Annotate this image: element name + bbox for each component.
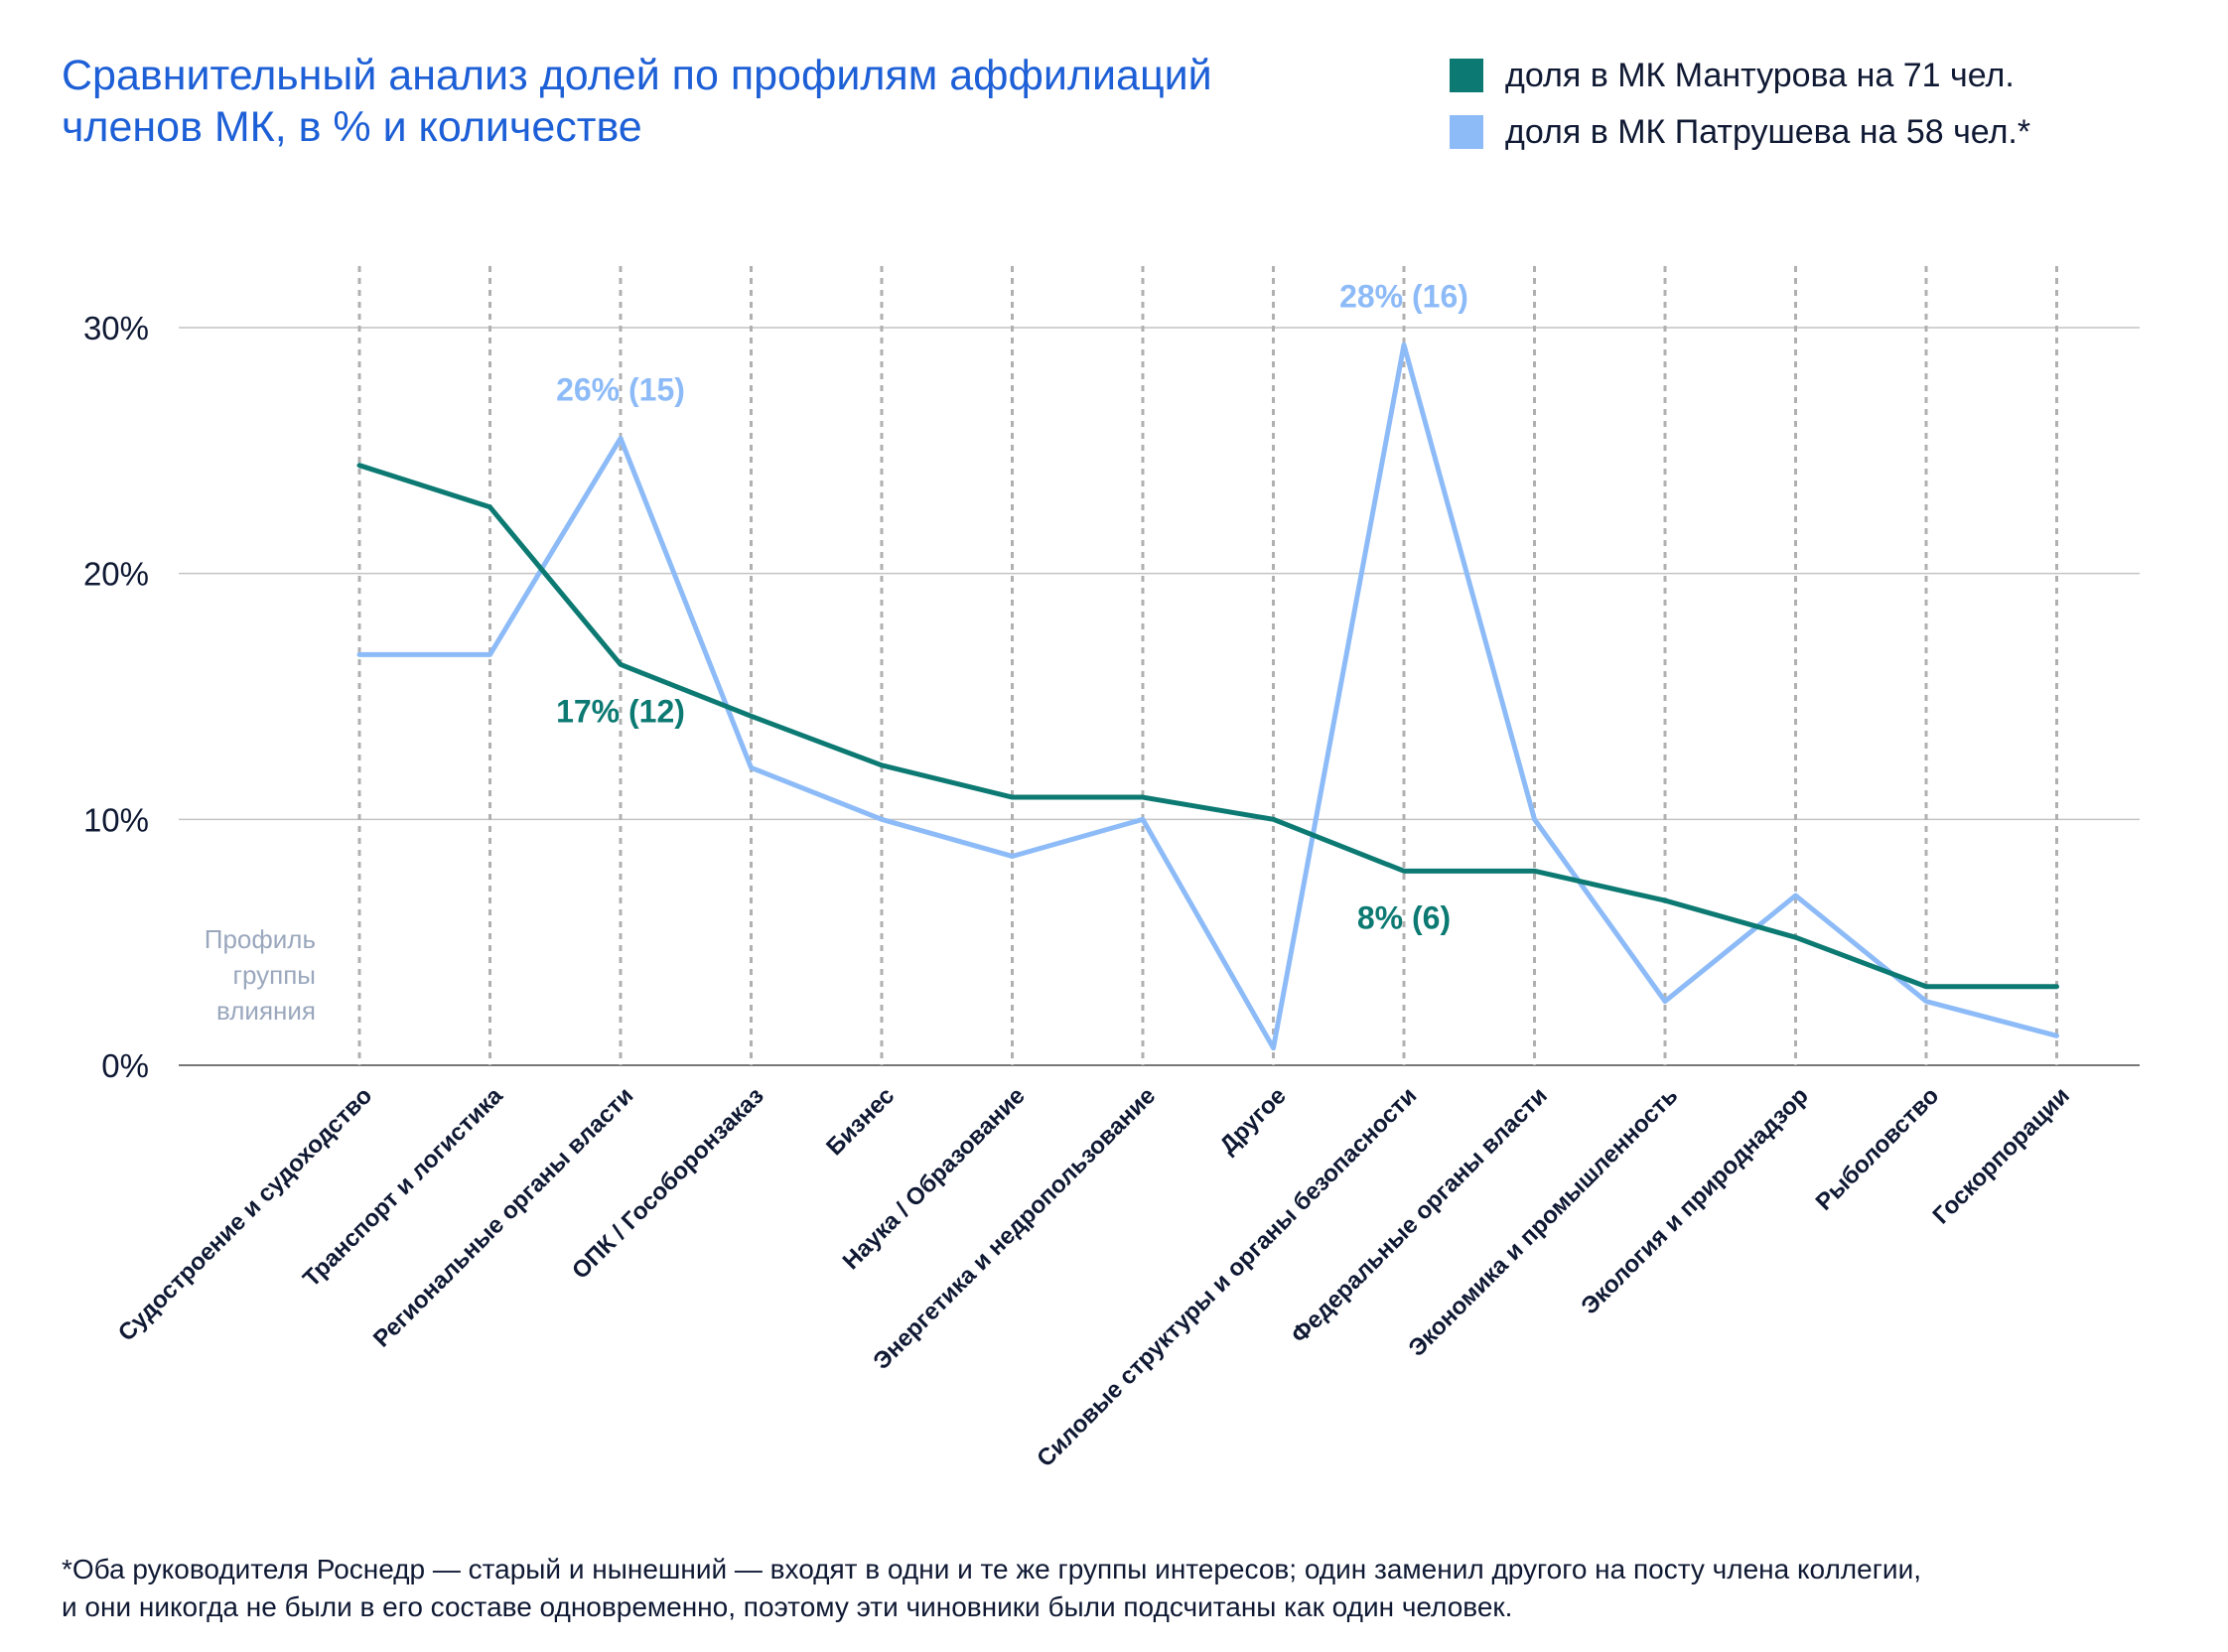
x-tick-label: Федеральные органы власти (1286, 1082, 1552, 1348)
series-line-1 (356, 342, 2059, 1051)
footnote: *Оба руководителя Роснедр — старый и нын… (62, 1551, 2206, 1626)
x-tick-label: Экология и природнадзор (1576, 1082, 1813, 1319)
x-tick-label: Другое (1214, 1082, 1291, 1159)
y-tick-label: 30% (83, 310, 149, 346)
legend-label-manturov: доля в МК Мантурова на 71 чел. (1505, 56, 2015, 94)
axis-note: Профиль группы влияния (205, 924, 316, 1026)
x-tick-label: Рыболовство (1811, 1082, 1945, 1216)
chart-title: Сравнительный анализ долей по профилям а… (62, 52, 1212, 151)
footnote-line-2: и они никогда не были в его составе одно… (62, 1591, 1513, 1622)
x-tick-label: Бизнес (821, 1082, 900, 1161)
y-tick-label: 10% (83, 801, 149, 838)
x-tick-label: Судостроение и судоходство (113, 1082, 377, 1346)
legend: доля в МК Мантурова на 71 чел. доля в МК… (1450, 52, 2030, 165)
legend-item-patrushev: доля в МК Патрушева на 58 чел.* (1450, 108, 2030, 156)
x-tick-label: Экономика и промышленность (1403, 1082, 1683, 1362)
data-label: 26% (15) (556, 371, 685, 407)
legend-label-patrushev: доля в МК Патрушева на 58 чел.* (1505, 112, 2031, 151)
y-tick-label: 0% (101, 1047, 149, 1084)
legend-swatch-manturov (1450, 59, 1483, 92)
data-label: 28% (16) (1339, 278, 1468, 314)
footnote-line-1: *Оба руководителя Роснедр — старый и нын… (62, 1554, 1921, 1584)
y-tick-label: 20% (83, 556, 149, 593)
x-tick-label: Энергетика и недропользование (868, 1082, 1161, 1375)
legend-swatch-patrushev (1450, 115, 1483, 149)
data-label: 8% (6) (1357, 899, 1451, 935)
series-line-0 (356, 463, 2059, 990)
x-tick-label: Госкорпорации (1928, 1082, 2075, 1229)
x-tick-label: Региональные органы власти (368, 1082, 638, 1352)
legend-item-manturov: доля в МК Мантурова на 71 чел. (1450, 52, 2030, 99)
data-label: 17% (12) (556, 693, 685, 729)
